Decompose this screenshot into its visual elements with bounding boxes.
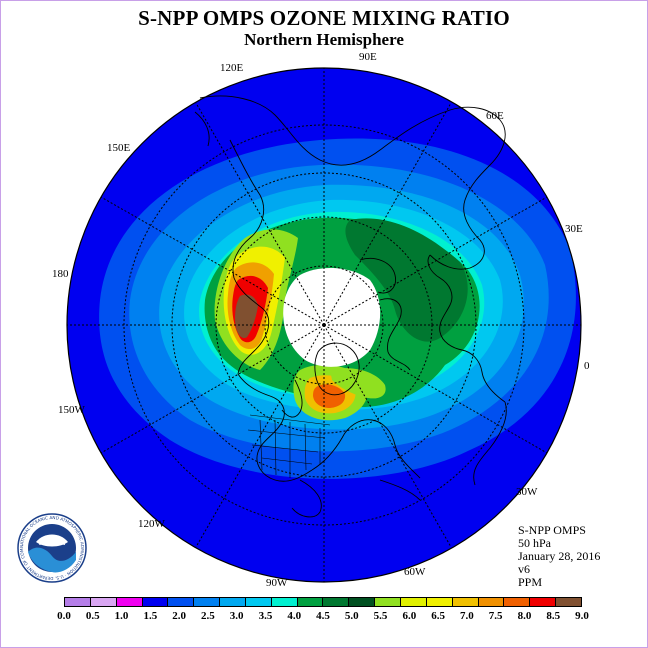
field-7.5-america (313, 384, 346, 408)
logo-text: NOAA (39, 537, 66, 547)
logo-bird-icon (36, 534, 68, 547)
legend-tick-label: 2.5 (201, 610, 215, 622)
latitude-80 (264, 265, 384, 385)
legend-tick-label: 5.5 (373, 610, 388, 622)
legend-color-swatch (349, 598, 376, 606)
lon-label-120e: 120E (220, 62, 244, 74)
lon-label-120w: 120W (138, 518, 165, 530)
legend-tick-label: 0.0 (57, 610, 71, 622)
lon-label-30e: 30E (565, 223, 583, 235)
meridian (195, 102, 325, 326)
legend-tick-label: 9.0 (575, 610, 589, 622)
field-5.5-atlantic (330, 368, 386, 399)
legend-color-swatch (142, 598, 169, 606)
legend-tick-label: 5.0 (344, 610, 359, 622)
info-block: S-NPP OMPS 50 hPa January 28, 2016 v6 PP… (518, 524, 600, 589)
meridian (323, 324, 452, 548)
info-version: v6 (518, 562, 530, 576)
lon-label-180: 180 (52, 268, 69, 280)
coast-svalbard (359, 257, 396, 294)
legend-tick-label: 3.0 (229, 610, 244, 622)
coast-bering (233, 277, 270, 375)
info-level: 50 hPa (518, 536, 551, 550)
polar-night-mask (283, 268, 381, 367)
legend-color-swatch (323, 598, 350, 606)
legend-color-swatch (245, 598, 272, 606)
legend-tick-label: 4.0 (287, 610, 302, 622)
legend-tick-label: 1.5 (143, 610, 158, 622)
graticule (67, 68, 581, 582)
coast-north-america-west (237, 373, 313, 482)
meridian (323, 102, 452, 326)
legend-color-swatch (375, 598, 401, 606)
coast-kamchatka (194, 111, 210, 147)
map-title: S-NPP OMPS OZONE MIXING RATIO (138, 6, 510, 30)
legend-color-swatch (90, 598, 117, 606)
lon-label-30w: 30W (516, 486, 538, 498)
lon-label-150w: 150W (58, 404, 85, 416)
legend-color-swatch (478, 598, 505, 606)
coast-scandinavia (379, 298, 411, 371)
legend-color-swatch (530, 598, 557, 606)
meridian (323, 324, 548, 454)
legend-tick-label: 3.5 (258, 610, 273, 622)
legend-color-swatch (297, 598, 324, 606)
coast-central-america (291, 479, 322, 518)
state-grid (247, 414, 331, 478)
legend-tick-label: 8.0 (517, 610, 532, 622)
legend-tick-label: 2.0 (172, 610, 186, 622)
color-legend-ticks: 0.0 0.5 1.0 1.5 2.0 2.5 3.0 3.5 4.0 4.5 5.0 5.5 6.0 6… (0, 610, 648, 624)
legend-tick-label: 7.5 (488, 610, 503, 622)
meridian (100, 196, 325, 326)
lon-label-90w: 90W (266, 577, 288, 589)
us-state-borders (247, 414, 331, 478)
lon-label-60e: 60E (486, 110, 504, 122)
coast-greenland (314, 342, 360, 396)
coast-europe (427, 254, 506, 403)
coast-hudson-bay (281, 379, 303, 418)
lon-label-0: 0 (584, 360, 590, 372)
legend-tick-label: 4.5 (316, 610, 330, 622)
meridian (100, 324, 325, 454)
legend-tick-label: 1.0 (114, 610, 129, 622)
legend-tick-label: 0.5 (85, 610, 100, 622)
info-units: PPM (518, 575, 543, 589)
legend-color-swatch (194, 598, 221, 606)
legend-color-swatch (556, 598, 581, 606)
lon-label-150e: 150E (107, 142, 131, 154)
legend-color-swatch (271, 598, 298, 606)
coast-eurasia-north (199, 95, 506, 270)
lon-label-90e: 90E (359, 51, 377, 63)
info-date: January 28, 2016 (518, 549, 601, 563)
coast-africa (473, 401, 507, 486)
legend-color-swatch (400, 598, 427, 606)
info-instrument: S-NPP OMPS (518, 523, 586, 537)
legend-tick-label: 8.5 (546, 610, 561, 622)
map-boundary (66, 67, 582, 583)
legend-color-swatch (452, 598, 479, 606)
legend-color-swatch (168, 598, 195, 606)
noaa-logo: NATIONAL OCEANIC AND ATMOSPHERIC ADMINIS… (16, 512, 87, 583)
logo-wave-icon (28, 547, 76, 573)
coast-north-america-east (311, 419, 421, 479)
legend-color-swatch (65, 598, 91, 606)
field-5.0-east (345, 218, 468, 342)
legend-color-swatch (116, 598, 143, 606)
meridian (323, 196, 548, 326)
coast-caribbean (379, 479, 421, 501)
legend-color-swatch (426, 598, 453, 606)
field-8.5 (235, 294, 258, 338)
map-subtitle: Northern Hemisphere (244, 30, 404, 49)
legend-tick-label: 6.5 (431, 610, 445, 622)
coast-siberia-east (229, 139, 264, 279)
coastlines (194, 95, 507, 518)
legend-color-swatch (220, 598, 246, 606)
lon-label-60w: 60W (404, 566, 426, 578)
meridian (195, 324, 325, 548)
legend-color-swatch (504, 598, 531, 606)
color-legend-bar (64, 597, 582, 607)
legend-tick-label: 7.0 (460, 610, 474, 622)
legend-tick-label: 6.0 (402, 610, 417, 622)
